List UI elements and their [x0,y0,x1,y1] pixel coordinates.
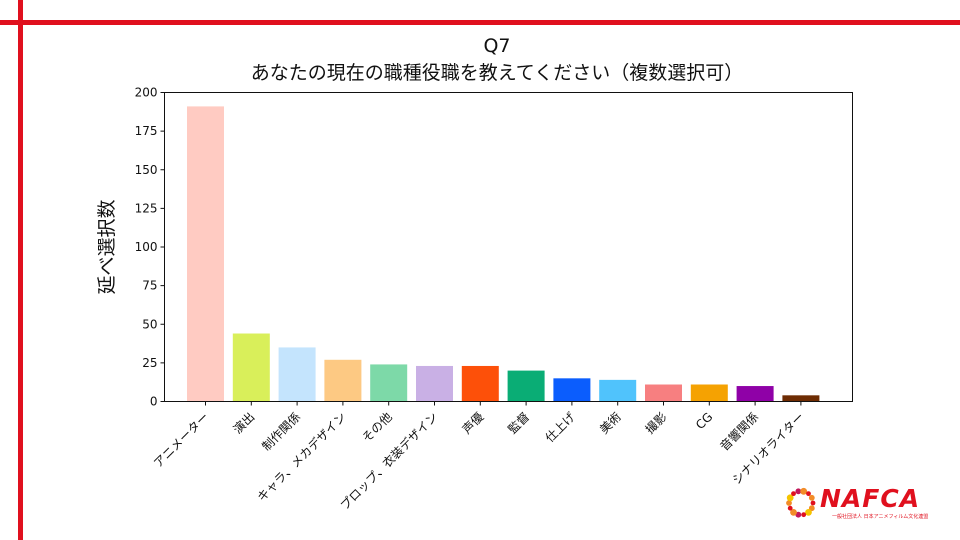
logo-dot [795,488,802,495]
y-tick-label: 0 [150,395,158,409]
bar [370,364,408,402]
bar [278,347,316,402]
bar [736,386,774,402]
chart-title: Q7 [483,35,510,57]
logo-dot [808,494,815,501]
bar [553,378,591,402]
logo-dot [801,512,807,518]
logo-dot [786,500,792,506]
logo-dot [787,505,793,511]
y-axis: 0 25 50 75 100 125 150 175 200 [135,86,165,409]
y-tick-label: 200 [135,86,158,100]
bar [782,395,820,402]
y-tick-label: 150 [135,163,158,177]
y-tick-label: 125 [135,201,158,215]
logo-dot [810,500,816,506]
y-tick-label: 75 [142,279,157,293]
logo-text: NAFCA [820,484,921,513]
logo-subtitle: 一般社団法人 日本アニメフィルム文化連盟 [832,514,929,520]
x-tick-label: CG [693,410,715,432]
x-tick-label: 仕上げ [543,410,578,445]
bar [416,365,453,402]
frame-vertical-line [18,0,23,540]
bars-group [187,106,820,402]
frame-horizontal-line [0,20,960,25]
bar [645,384,682,402]
bar [507,370,545,402]
y-tick-label: 100 [135,240,158,254]
y-tick-label: 50 [142,317,157,331]
logo-dot [791,491,796,497]
nafca-logo: NAFCA 一般社団法人 日本アニメフィルム文化連盟 [784,484,944,526]
x-tick-label: 撮影 [643,410,670,437]
plot-frame [164,92,853,402]
chart-subtitle: あなたの現在の職種役職を教えてください（複数選択可） [251,62,743,84]
x-tick-label: 制作関係 [259,410,303,454]
x-tick-label: 音響関係 [717,409,762,454]
bar [324,359,362,402]
y-tick-label: 25 [142,356,157,370]
logo-dot [786,494,794,502]
bar [461,365,499,402]
x-tick-label: 演出 [230,409,258,437]
x-tick-label: その他 [359,410,394,445]
logo-ring-icon [786,487,816,518]
bar [187,106,224,402]
logo-dot [795,511,802,518]
logo-dot [790,508,797,516]
logo-dot [800,487,808,495]
x-tick-label: 声優 [460,410,487,437]
logo-dot [806,491,811,497]
bar [599,379,637,402]
x-tick-label: 美術 [597,410,624,437]
bar [690,384,728,402]
logo-dot [805,508,812,516]
x-tick-label: キャラ、メカデザイン [254,409,349,504]
bar [232,333,270,402]
y-axis-label: 延べ選択数 [96,199,118,294]
y-tick-label: 175 [135,124,158,138]
x-tick-label: アニメーター [151,410,212,471]
x-tick-label: 監督 [505,409,533,437]
